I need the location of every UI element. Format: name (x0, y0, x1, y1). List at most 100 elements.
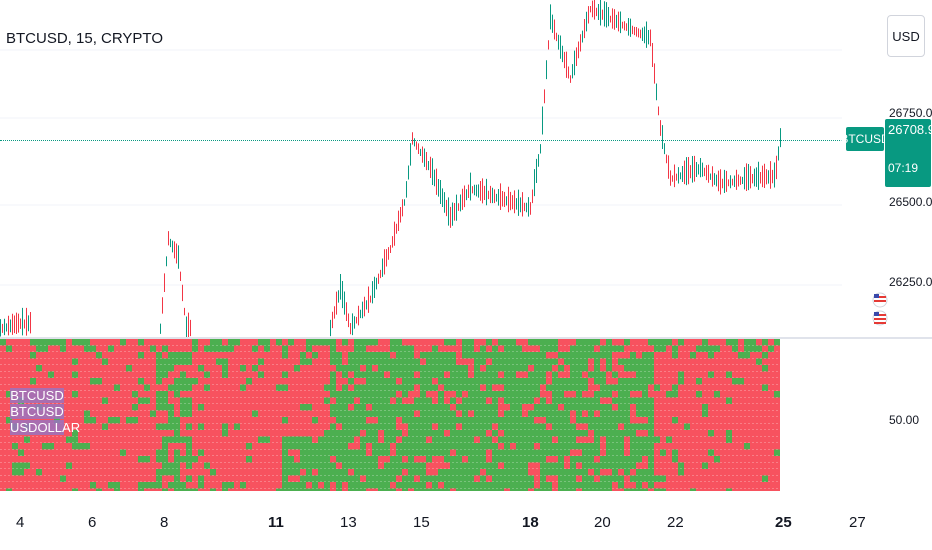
heatmap-cell (408, 475, 414, 482)
heatmap-cell (102, 449, 108, 456)
heatmap-cell (186, 482, 192, 489)
heatmap-cell (564, 449, 570, 456)
heatmap-cell (612, 358, 618, 365)
pane-separator[interactable] (0, 337, 932, 339)
heatmap-cell (432, 488, 438, 491)
currency-button[interactable]: USD (887, 15, 925, 57)
heatmap-cell (594, 397, 600, 404)
heatmap-cell (690, 456, 696, 463)
heatmap-cell (516, 410, 522, 417)
heatmap-cell (138, 391, 144, 398)
heatmap-cell (78, 482, 84, 489)
heatmap-cell (276, 384, 282, 391)
heatmap-cell (690, 482, 696, 489)
heatmap-cell (570, 482, 576, 489)
heatmap-cell (648, 410, 654, 417)
heatmap-cell (66, 345, 72, 352)
heatmap-cell (456, 352, 462, 359)
heatmap-cell (444, 443, 450, 450)
heatmap-cell (426, 443, 432, 450)
legend-item-btcusd: BTCUSD (10, 388, 64, 403)
heatmap-cell (558, 475, 564, 482)
heatmap-cell (696, 488, 702, 491)
heatmap-cell (684, 404, 690, 411)
heatmap-cell (108, 352, 114, 359)
heatmap-cell (438, 436, 444, 443)
heatmap-cell (738, 430, 744, 437)
heatmap-cell (18, 443, 24, 450)
heatmap-cell (462, 339, 468, 346)
heatmap-cell (390, 410, 396, 417)
heatmap-cell (222, 352, 228, 359)
time-axis-label: 27 (849, 514, 866, 531)
heatmap-cell (228, 345, 234, 352)
heatmap-cell (528, 371, 534, 378)
heatmap-cell (630, 423, 636, 430)
heatmap-cell (708, 462, 714, 469)
heatmap-cell (642, 397, 648, 404)
heatmap-cell (396, 345, 402, 352)
heatmap-cell (342, 391, 348, 398)
heatmap-cell (174, 469, 180, 476)
heatmap-cell (768, 404, 774, 411)
heatmap-cell (0, 488, 6, 491)
heatmap-cell (24, 378, 30, 385)
heatmap-cell (594, 410, 600, 417)
heatmap-cell (618, 384, 624, 391)
heatmap-cell (108, 417, 114, 424)
heatmap-cell (402, 339, 408, 346)
heatmap-cell (408, 482, 414, 489)
heatmap-cell (468, 404, 474, 411)
heatmap-cell (468, 352, 474, 359)
heatmap-cell (630, 352, 636, 359)
heatmap-cell (144, 352, 150, 359)
heatmap-cell (288, 436, 294, 443)
heatmap-cell (6, 417, 12, 424)
heatmap-cell (342, 384, 348, 391)
heatmap-cell (642, 352, 648, 359)
heatmap-cell (240, 378, 246, 385)
price-chart[interactable] (0, 0, 842, 337)
heatmap-cell (390, 339, 396, 346)
heatmap-cell (114, 469, 120, 476)
heatmap-cell (66, 443, 72, 450)
heatmap-cell (588, 410, 594, 417)
heatmap-cell (648, 339, 654, 346)
heatmap-cell (348, 345, 354, 352)
heatmap-cell (576, 391, 582, 398)
heatmap-cell (486, 482, 492, 489)
heatmap-cell (318, 469, 324, 476)
heatmap-cell (732, 469, 738, 476)
heatmap-cell (474, 378, 480, 385)
heatmap-cell (132, 443, 138, 450)
heatmap-cell (756, 391, 762, 398)
heatmap-cell (486, 456, 492, 463)
heatmap-cell (102, 404, 108, 411)
heatmap-cell (390, 345, 396, 352)
heatmap-cell (18, 345, 24, 352)
heatmap-cell (654, 404, 660, 411)
us-flag-icon[interactable] (870, 290, 890, 330)
indicator-pane[interactable] (0, 339, 780, 491)
heatmap-cell (426, 371, 432, 378)
heatmap-cell (570, 430, 576, 437)
heatmap-cell (582, 345, 588, 352)
symbol-title[interactable]: BTCUSD, 15, CRYPTO (6, 30, 163, 47)
heatmap-cell (120, 456, 126, 463)
heatmap-cell (258, 404, 264, 411)
heatmap-cell (744, 339, 750, 346)
heatmap-cell (534, 352, 540, 359)
heatmap-cell (156, 430, 162, 437)
heatmap-cell (114, 397, 120, 404)
heatmap-cell (204, 352, 210, 359)
heatmap-cell (222, 371, 228, 378)
heatmap-cell (12, 371, 18, 378)
heatmap-cell (552, 456, 558, 463)
heatmap-cell (348, 371, 354, 378)
heatmap-cell (732, 345, 738, 352)
heatmap-cell (210, 339, 216, 346)
heatmap-cell (600, 417, 606, 424)
time-axis[interactable]: 4 6 8 11 13 15 18 20 22 25 27 (0, 500, 932, 550)
heatmap-cell (450, 482, 456, 489)
heatmap-cell (222, 423, 228, 430)
